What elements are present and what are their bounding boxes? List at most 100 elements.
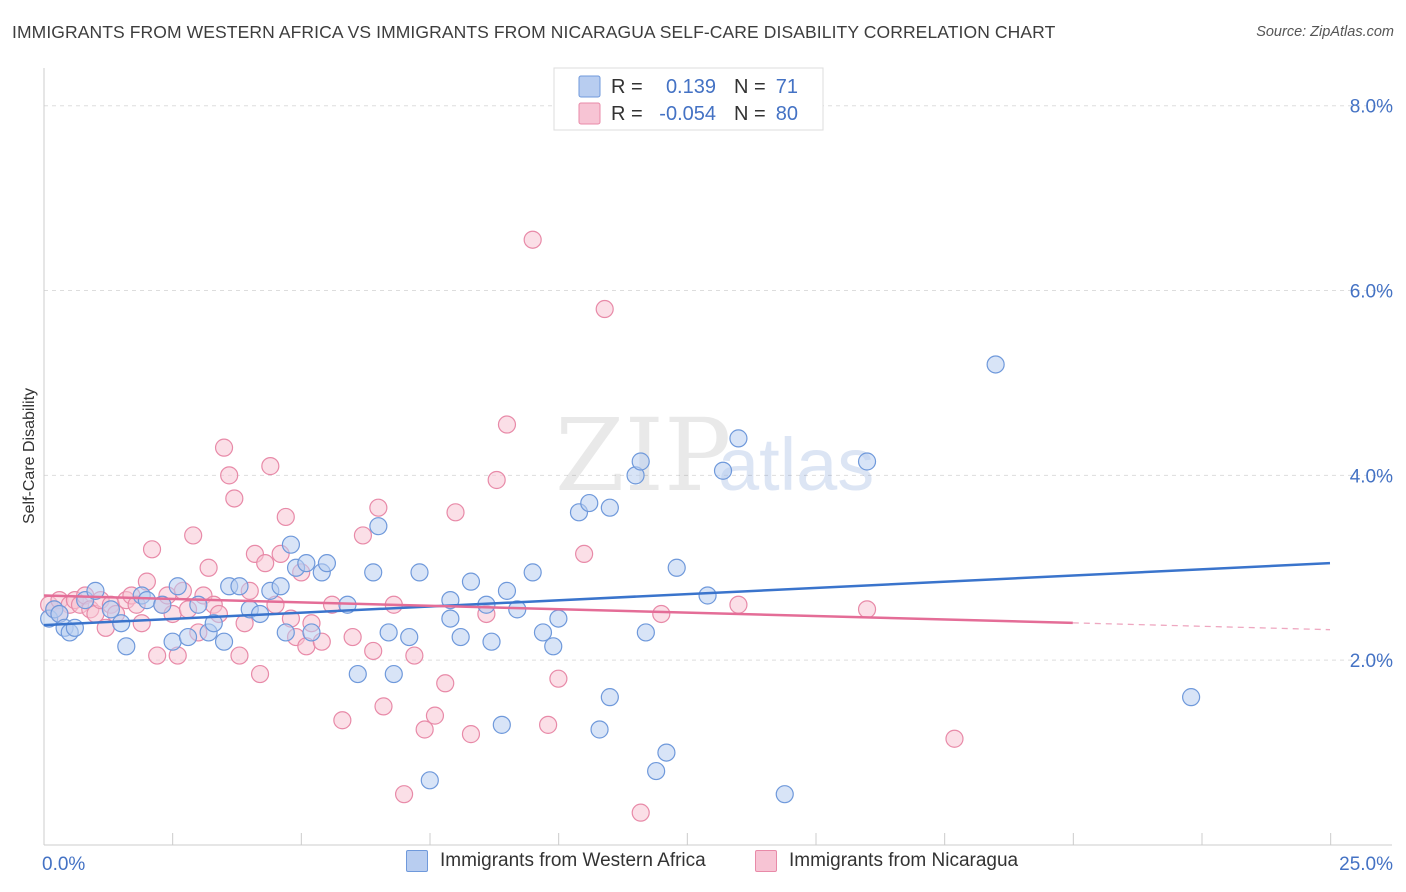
- point-western-africa: [230, 577, 249, 596]
- point-nicaragua: [394, 785, 414, 804]
- point-nicaragua: [225, 489, 244, 508]
- legend-r-label-b: R =: [611, 103, 643, 125]
- trend-line-western-africa: [43, 561, 1331, 627]
- point-western-africa: [729, 429, 748, 448]
- point-western-africa: [636, 623, 655, 642]
- point-nicaragua: [230, 646, 249, 665]
- point-nicaragua: [261, 457, 280, 476]
- point-nicaragua: [436, 674, 455, 693]
- legend-r-value-b: -0.054: [659, 103, 716, 125]
- point-western-africa: [214, 632, 234, 651]
- y-tick-labels: 2.0% 4.0% 6.0% 8.0%: [1350, 97, 1393, 672]
- point-western-africa: [112, 614, 131, 633]
- point-western-africa: [857, 452, 877, 471]
- legend-swatch-western-africa: [406, 850, 428, 872]
- point-nicaragua: [523, 230, 542, 249]
- legend-item-western-africa[interactable]: Immigrants from Western Africa: [406, 850, 706, 872]
- point-western-africa: [117, 637, 136, 656]
- point-nicaragua: [220, 466, 239, 485]
- chart-title: IMMIGRANTS FROM WESTERN AFRICA VS IMMIGR…: [12, 22, 1056, 42]
- point-western-africa: [302, 623, 321, 642]
- point-nicaragua: [425, 706, 445, 725]
- point-western-africa: [497, 581, 517, 600]
- point-western-africa: [580, 493, 599, 513]
- source-label: Source: ZipAtlas.com: [1256, 24, 1394, 40]
- legend-r-label-a: R =: [611, 76, 643, 98]
- point-nicaragua: [539, 715, 558, 734]
- trend-lines: [43, 561, 1331, 631]
- point-western-africa: [986, 355, 1005, 374]
- point-western-africa: [163, 632, 182, 651]
- correlation-legend: R = 0.139 N = 71 R = -0.054 N = 80: [553, 67, 824, 131]
- legend-r-value-a: 0.139: [666, 76, 716, 98]
- point-nicaragua: [487, 470, 506, 490]
- y-tick-label: 8.0%: [1350, 97, 1393, 118]
- legend-swatch-nicaragua: [755, 850, 777, 872]
- point-western-africa: [153, 595, 172, 614]
- point-nicaragua: [461, 725, 481, 744]
- point-western-africa: [590, 720, 609, 739]
- point-western-africa: [647, 761, 666, 781]
- x-tick-label-max: 25.0%: [1339, 854, 1393, 875]
- point-nicaragua: [142, 540, 162, 559]
- point-nicaragua: [415, 720, 434, 739]
- x-tick-label-min: 0.0%: [42, 854, 85, 875]
- point-western-africa: [364, 563, 383, 582]
- point-nicaragua: [405, 646, 424, 665]
- point-western-africa: [420, 771, 439, 790]
- point-western-africa: [482, 632, 501, 651]
- point-nicaragua: [148, 646, 167, 665]
- point-nicaragua: [446, 503, 465, 522]
- point-western-africa: [533, 623, 553, 642]
- watermark: ZIP atlas: [555, 397, 874, 514]
- point-western-africa: [631, 452, 650, 471]
- point-nicaragua: [333, 711, 352, 730]
- point-western-africa: [379, 623, 398, 642]
- point-western-africa: [713, 461, 733, 480]
- point-western-africa: [600, 498, 619, 517]
- legend-n-value-a: 71: [776, 76, 798, 98]
- point-nicaragua: [497, 415, 517, 434]
- legend-swatch-nicaragua: [578, 102, 601, 125]
- point-western-africa: [451, 627, 470, 647]
- point-western-africa: [461, 572, 481, 591]
- legend-label-nicaragua: Immigrants from Nicaragua: [789, 850, 1019, 871]
- y-tick-label: 4.0%: [1350, 466, 1393, 487]
- point-western-africa: [775, 785, 794, 804]
- point-nicaragua: [549, 669, 568, 688]
- y-tick-label: 2.0%: [1350, 651, 1393, 672]
- point-nicaragua: [945, 729, 964, 748]
- point-western-africa: [297, 554, 316, 573]
- legend-n-label-b: N =: [734, 103, 766, 125]
- point-nicaragua: [132, 614, 151, 633]
- point-western-africa: [667, 558, 686, 577]
- point-western-africa: [549, 609, 568, 628]
- point-nicaragua: [276, 507, 295, 527]
- point-western-africa: [1182, 688, 1201, 707]
- point-western-africa: [441, 609, 460, 628]
- point-western-africa: [317, 554, 337, 573]
- legend-item-nicaragua[interactable]: Immigrants from Nicaragua: [755, 850, 1018, 872]
- axes: [43, 68, 1392, 846]
- point-western-africa: [492, 715, 511, 734]
- point-nicaragua: [199, 558, 218, 577]
- point-western-africa: [657, 743, 676, 762]
- point-western-africa: [400, 627, 419, 647]
- legend-n-value-b: 80: [776, 103, 798, 125]
- y-tick-label: 6.0%: [1350, 282, 1393, 303]
- y-axis-label: Self-Care Disability: [21, 388, 38, 524]
- point-nicaragua: [364, 641, 383, 661]
- point-nicaragua: [343, 627, 362, 647]
- point-western-africa: [65, 618, 84, 637]
- point-nicaragua: [652, 604, 671, 624]
- point-western-africa: [348, 664, 367, 684]
- point-nicaragua: [369, 498, 388, 517]
- point-western-africa: [410, 563, 429, 582]
- point-western-africa: [369, 517, 388, 536]
- point-western-africa: [178, 627, 198, 647]
- point-western-africa: [600, 688, 619, 707]
- point-western-africa: [101, 600, 120, 619]
- point-western-africa: [86, 581, 105, 600]
- point-nicaragua: [575, 544, 594, 564]
